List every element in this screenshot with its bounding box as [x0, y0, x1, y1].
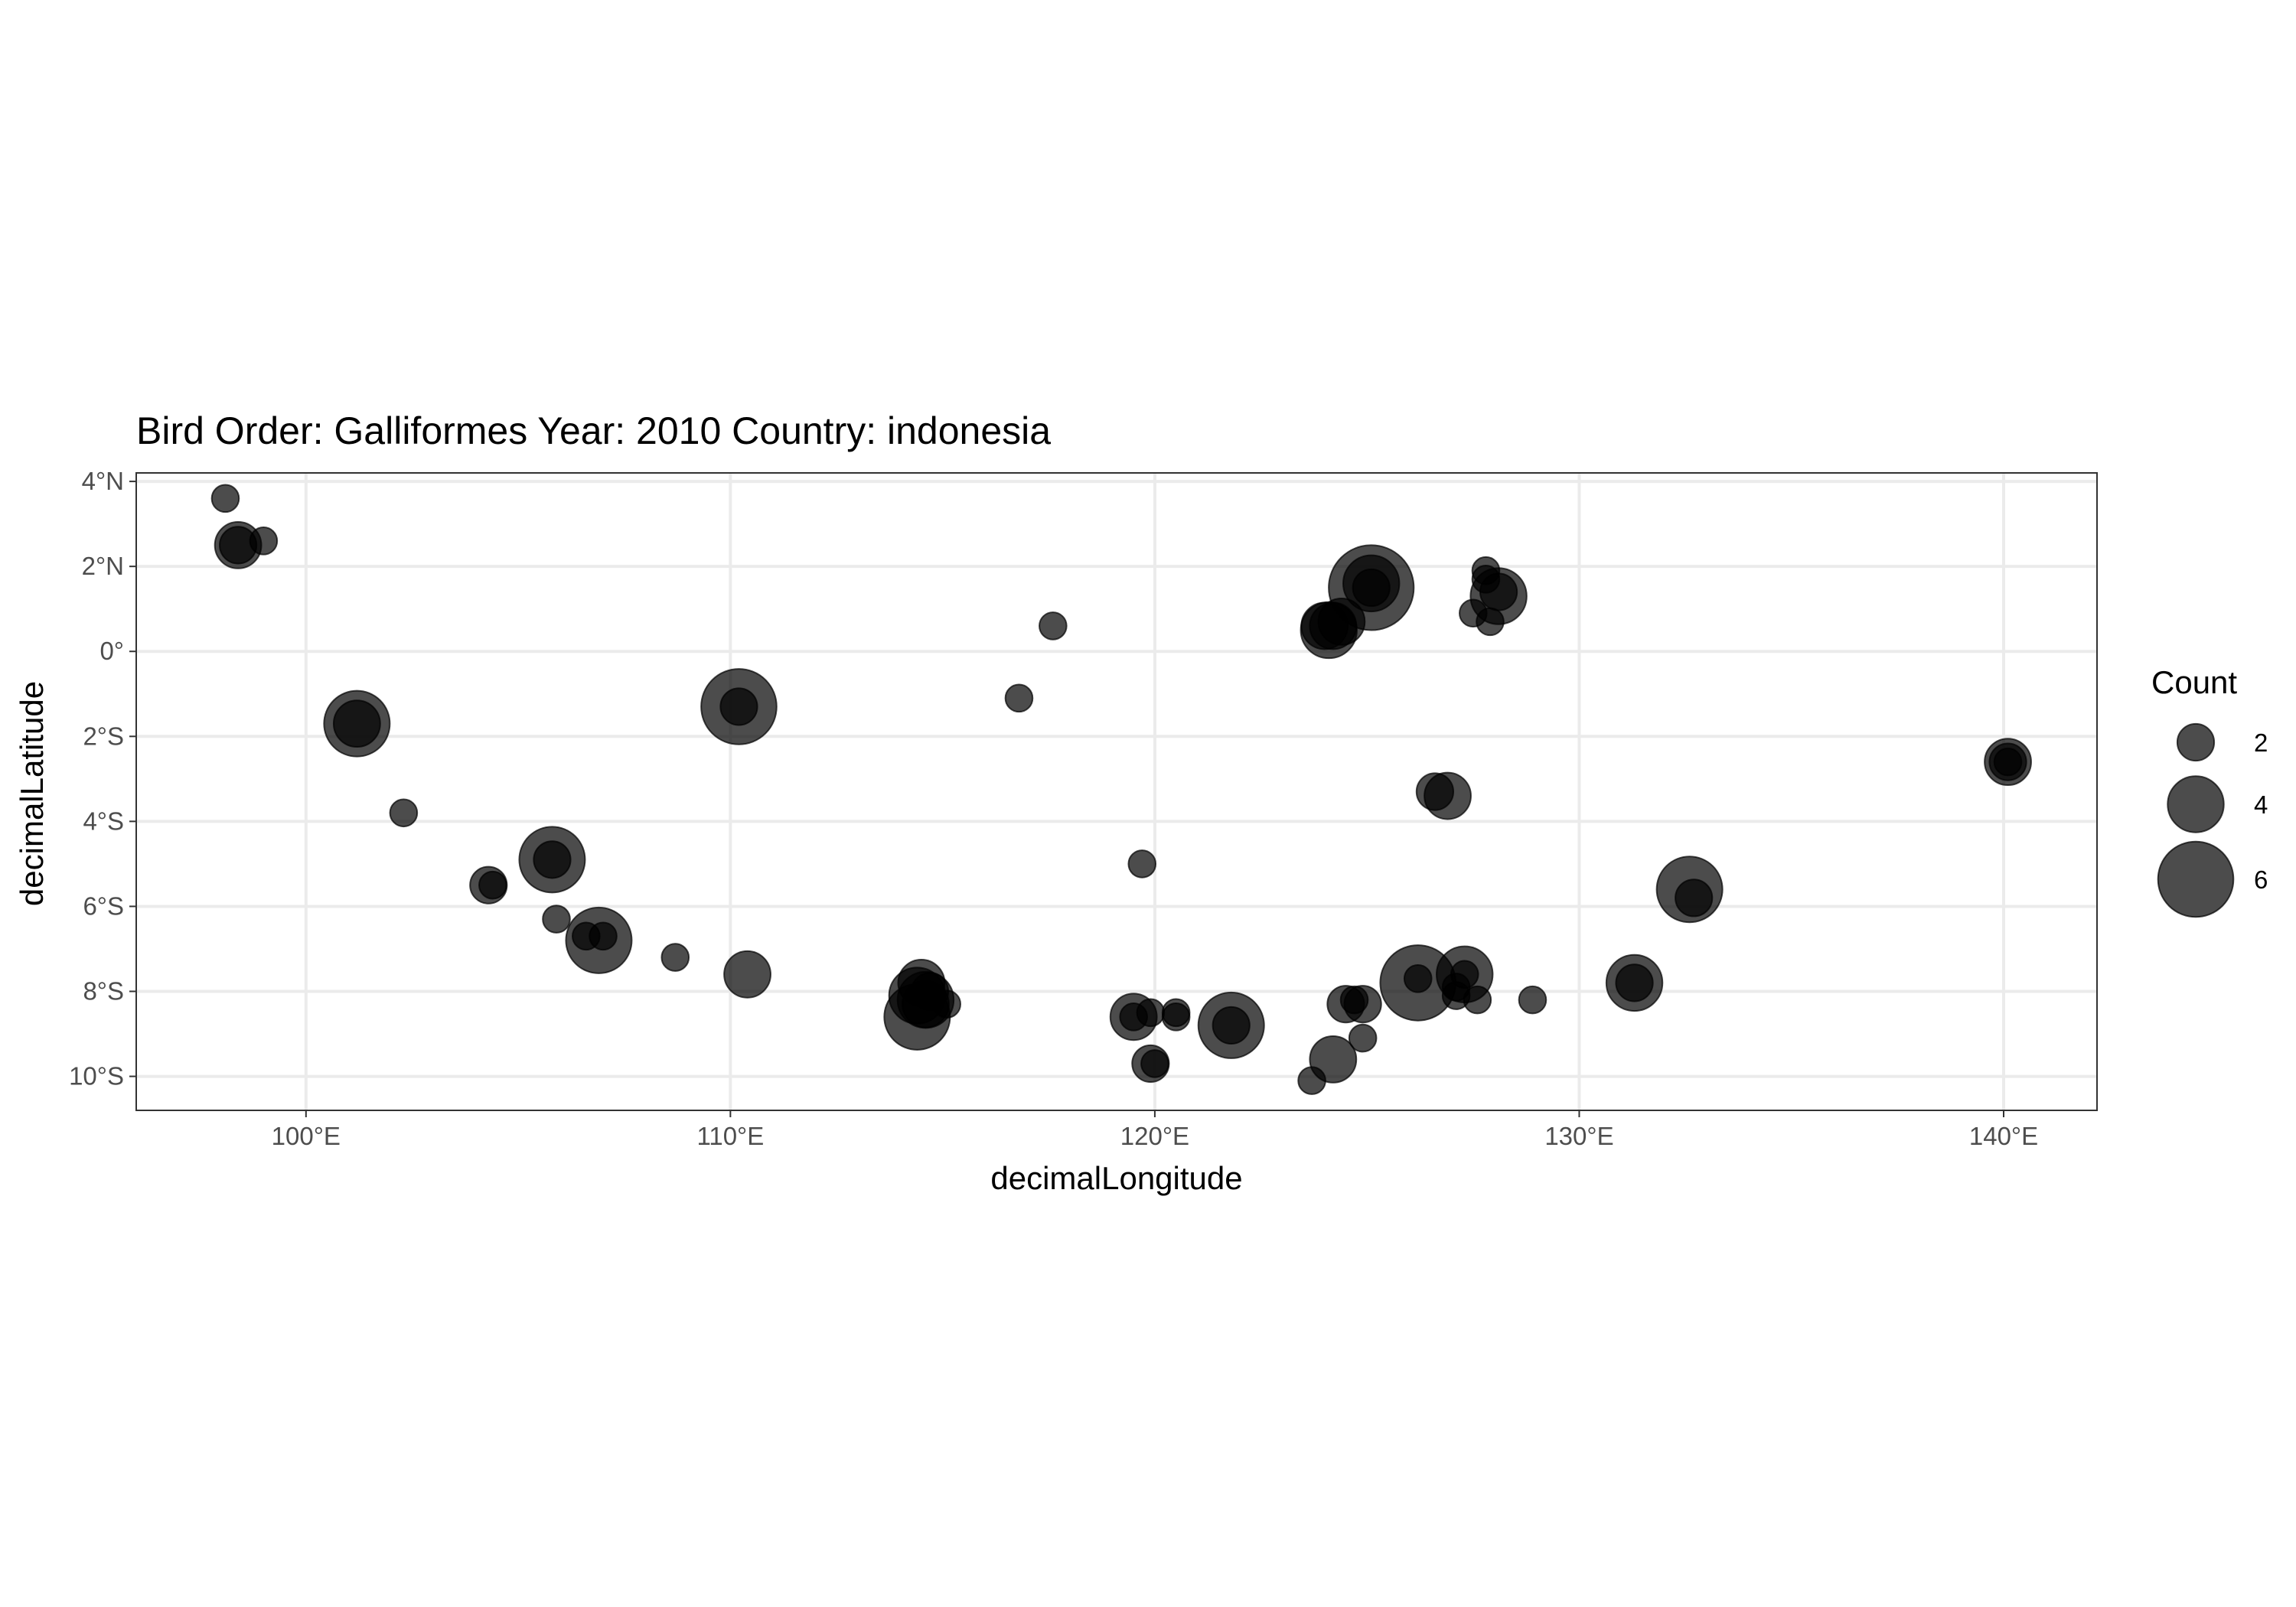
data-point: [1161, 998, 1191, 1028]
data-point: [719, 687, 758, 726]
legend-key-label: 6: [2254, 865, 2268, 894]
y-tick-label: 2°S: [83, 722, 124, 750]
data-point: [1675, 878, 1714, 918]
data-point: [1463, 985, 1492, 1015]
data-point: [589, 921, 618, 951]
chart-title: Bird Order: Galliformes Year: 2010 Count…: [136, 409, 1051, 452]
y-tick-label: 4°S: [83, 807, 124, 835]
data-point: [1471, 565, 1501, 594]
data-points: [210, 484, 2032, 1095]
data-point: [1348, 1023, 1378, 1053]
data-point: [332, 699, 381, 748]
panel-border: [135, 472, 2098, 1111]
data-point: [533, 840, 572, 879]
y-tick-label: 4°N: [82, 467, 124, 495]
data-point: [1352, 568, 1391, 608]
y-tick-label: 10°S: [69, 1062, 124, 1090]
data-point: [1004, 683, 1034, 713]
legend-title: Count: [2151, 664, 2237, 700]
y-tick-label: 6°S: [83, 892, 124, 920]
x-axis-title: decimalLongitude: [990, 1160, 1242, 1196]
data-point: [1403, 964, 1433, 993]
data-point: [1039, 611, 1068, 641]
legend-key-label: 2: [2254, 729, 2268, 757]
data-point: [1339, 985, 1369, 1015]
x-tick-label: 130°E: [1544, 1122, 1613, 1150]
data-point: [723, 950, 771, 999]
axis-ticks: 100°E 110°E 120°E 130°E 140°E 4°N 2°N 0° 2°S 4°S 6…: [69, 467, 2038, 1150]
data-point: [1518, 985, 1548, 1015]
data-point: [1415, 772, 1455, 811]
data-point: [1476, 607, 1505, 637]
y-tick-label: 8°S: [83, 977, 124, 1006]
x-tick-label: 140°E: [1969, 1122, 2038, 1150]
data-point: [1993, 747, 2023, 777]
data-point: [210, 484, 240, 513]
data-point: [1317, 597, 1366, 646]
data-point: [478, 870, 507, 900]
x-tick-label: 120°E: [1120, 1122, 1189, 1150]
data-point: [1450, 960, 1479, 989]
size-legend: Count 2 4 6: [2151, 664, 2268, 918]
x-tick-label: 100°E: [272, 1122, 341, 1150]
data-point: [1615, 963, 1654, 1002]
data-point: [660, 943, 690, 972]
y-tick-label: 2°N: [82, 552, 124, 580]
legend-key-circle: [2176, 722, 2216, 762]
data-point: [249, 526, 279, 556]
data-point: [932, 989, 961, 1019]
legend-key-circle: [2167, 775, 2225, 833]
data-point: [542, 905, 571, 934]
data-point: [1136, 998, 1166, 1028]
legend-key-label: 4: [2254, 790, 2268, 819]
data-point: [1297, 1066, 1326, 1095]
grid-lines: [136, 473, 2097, 1110]
data-point: [1140, 1049, 1169, 1078]
data-point: [1127, 849, 1157, 878]
x-tick-label: 110°E: [696, 1122, 764, 1150]
data-point: [1212, 1006, 1251, 1045]
y-tick-label: 0°: [99, 637, 124, 665]
legend-key-circle: [2157, 840, 2235, 918]
legend-items: 2 4 6: [2157, 722, 2268, 918]
data-point: [389, 798, 419, 828]
y-axis-title: decimalLatitude: [14, 681, 50, 906]
